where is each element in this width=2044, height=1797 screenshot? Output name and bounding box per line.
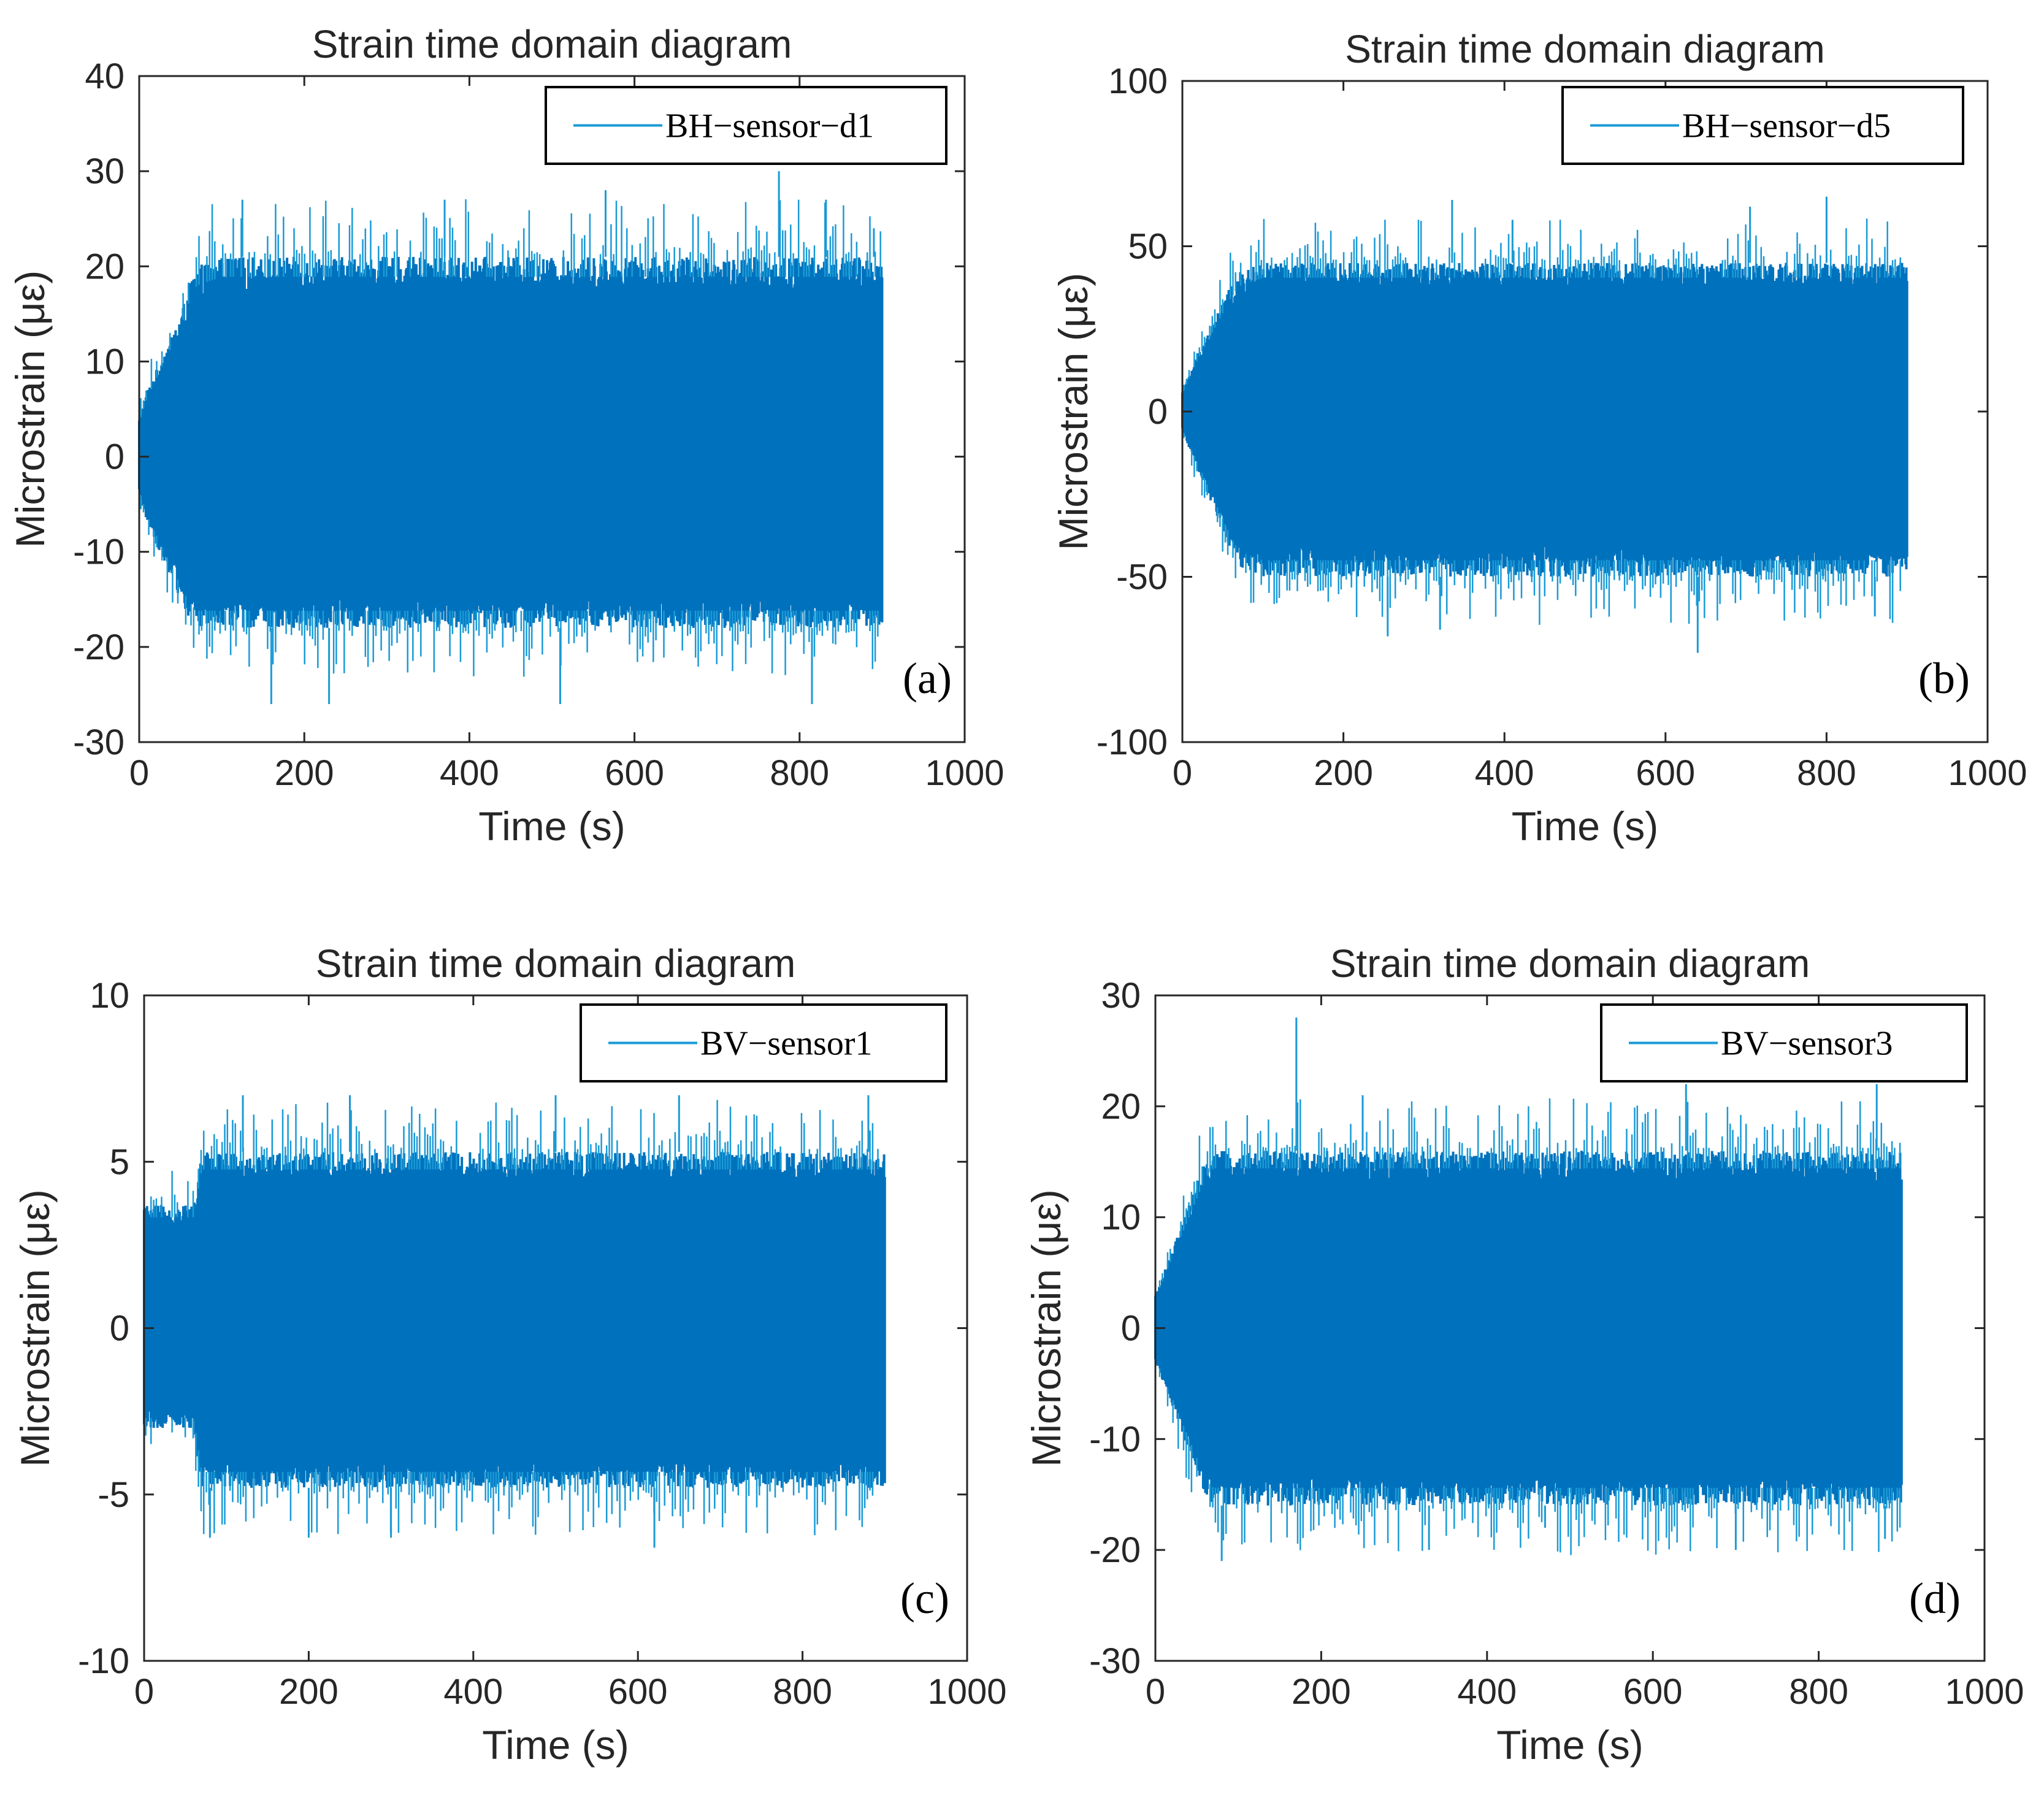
- x-axis-label: Time (s): [482, 1722, 629, 1768]
- legend-box: [1561, 86, 1964, 165]
- y-axis-label: Microstrain (με): [7, 270, 53, 548]
- signal-band: [1154, 1151, 1903, 1506]
- x-tick-label: 200: [279, 1672, 339, 1712]
- legend-label: BH−sensor−d5: [1682, 107, 1891, 145]
- y-tick-label: -30: [73, 722, 124, 762]
- chart-title: Strain time domain diagram: [312, 22, 792, 66]
- x-tick-label: 1000: [1945, 1672, 2024, 1712]
- x-axis-label: Time (s): [478, 803, 626, 849]
- chart-panel-2: 0 200 400 600 800 1000 -100 -50 0 50 100 Strain tim…: [1051, 27, 2027, 849]
- signal-band: [1181, 262, 1908, 577]
- x-tick-label: 800: [1789, 1672, 1848, 1712]
- x-tick-label: 200: [1314, 753, 1373, 793]
- x-tick-label: 600: [608, 1672, 668, 1712]
- panel-label: (d): [1909, 1574, 1961, 1623]
- legend: BH−sensor−d1: [545, 86, 947, 165]
- legend: BV−sensor1: [580, 1003, 947, 1082]
- y-axis-label: Microstrain (με): [12, 1189, 58, 1466]
- legend-label: BV−sensor3: [1721, 1025, 1893, 1063]
- legend-label: BH−sensor−d1: [665, 107, 874, 145]
- chart-panel-1: 0 200 400 600 800 1000 -30 -20 -10 0 10 20 30 40 Strai…: [7, 22, 1005, 849]
- y-tick-label: 10: [1101, 1198, 1141, 1238]
- y-tick-label: 10: [90, 976, 129, 1016]
- y-tick-label: 40: [85, 56, 124, 96]
- x-tick-label: 1000: [925, 753, 1004, 793]
- x-tick-label: 200: [1292, 1672, 1351, 1712]
- signal-band: [138, 256, 884, 628]
- x-tick-label: 800: [773, 1672, 832, 1712]
- x-tick-label: 800: [770, 753, 829, 793]
- y-tick-label: 30: [85, 151, 124, 191]
- y-tick-label: -50: [1116, 557, 1168, 597]
- chart-title: Strain time domain diagram: [316, 941, 796, 986]
- y-tick-label: -5: [98, 1475, 129, 1515]
- signal-band: [143, 1152, 886, 1488]
- y-tick-label: 20: [1101, 1087, 1141, 1127]
- y-tick-label: -10: [73, 532, 124, 572]
- x-tick-label: 0: [134, 1672, 154, 1712]
- signal-spikes: [1183, 218, 1901, 625]
- x-tick-label: 400: [443, 1672, 503, 1712]
- y-tick-label: -20: [1089, 1530, 1141, 1570]
- x-tick-label: 400: [1457, 1672, 1517, 1712]
- signal-spikes: [140, 199, 881, 677]
- y-tick-label: -10: [1089, 1419, 1141, 1459]
- panel-label: (c): [900, 1574, 949, 1623]
- y-tick-label: -30: [1089, 1641, 1141, 1681]
- y-tick-label: 0: [105, 437, 124, 477]
- chart-panel-3: 0 200 400 600 800 1000 -10 -5 0 5 10 Strain time do…: [12, 941, 1007, 1768]
- x-axis-label: Time (s): [1512, 803, 1659, 849]
- signal-spikes: [1158, 1098, 1901, 1555]
- x-tick-label: 200: [275, 753, 334, 793]
- x-tick-label: 0: [129, 753, 149, 793]
- y-tick-label: -100: [1097, 722, 1168, 762]
- y-tick-label: -20: [73, 627, 124, 667]
- x-tick-label: 1000: [927, 1672, 1006, 1712]
- x-tick-label: 1000: [1948, 753, 2027, 793]
- y-tick-label: 0: [1121, 1309, 1141, 1349]
- x-tick-label: 400: [1475, 753, 1534, 793]
- y-tick-label: 0: [1148, 392, 1168, 432]
- y-tick-label: -10: [78, 1641, 129, 1681]
- chart-title: Strain time domain diagram: [1345, 27, 1825, 71]
- y-tick-label: 50: [1128, 227, 1168, 267]
- chart-title: Strain time domain diagram: [1330, 941, 1810, 986]
- y-tick-label: 0: [110, 1309, 129, 1349]
- x-axis-label: Time (s): [1496, 1722, 1644, 1768]
- y-tick-label: 5: [110, 1142, 129, 1182]
- y-tick-label: 10: [85, 342, 124, 381]
- axes-frame: [138, 75, 966, 743]
- y-tick-label: 30: [1101, 976, 1141, 1016]
- x-tick-label: 600: [1623, 1672, 1683, 1712]
- panel-label: (a): [903, 654, 952, 703]
- x-tick-label: 800: [1797, 753, 1856, 793]
- legend: BH−sensor−d5: [1561, 86, 1964, 165]
- panel-label: (b): [1918, 654, 1970, 703]
- chart-panel-4: 0 200 400 600 800 1000 -30 -20 -10 0 10 20 30 Strain …: [1024, 941, 2024, 1768]
- x-tick-label: 0: [1173, 753, 1192, 793]
- x-tick-label: 600: [1636, 753, 1695, 793]
- x-tick-label: 400: [440, 753, 499, 793]
- x-tick-label: 600: [605, 753, 664, 793]
- legend: BV−sensor3: [1600, 1003, 1968, 1082]
- x-tick-label: 0: [1146, 1672, 1165, 1712]
- y-tick-label: 20: [85, 247, 124, 286]
- legend-label: BV−sensor1: [700, 1025, 872, 1063]
- y-tick-label: 100: [1108, 61, 1168, 101]
- y-axis-label: Microstrain (με): [1051, 273, 1096, 550]
- y-axis-label: Microstrain (με): [1024, 1189, 1069, 1466]
